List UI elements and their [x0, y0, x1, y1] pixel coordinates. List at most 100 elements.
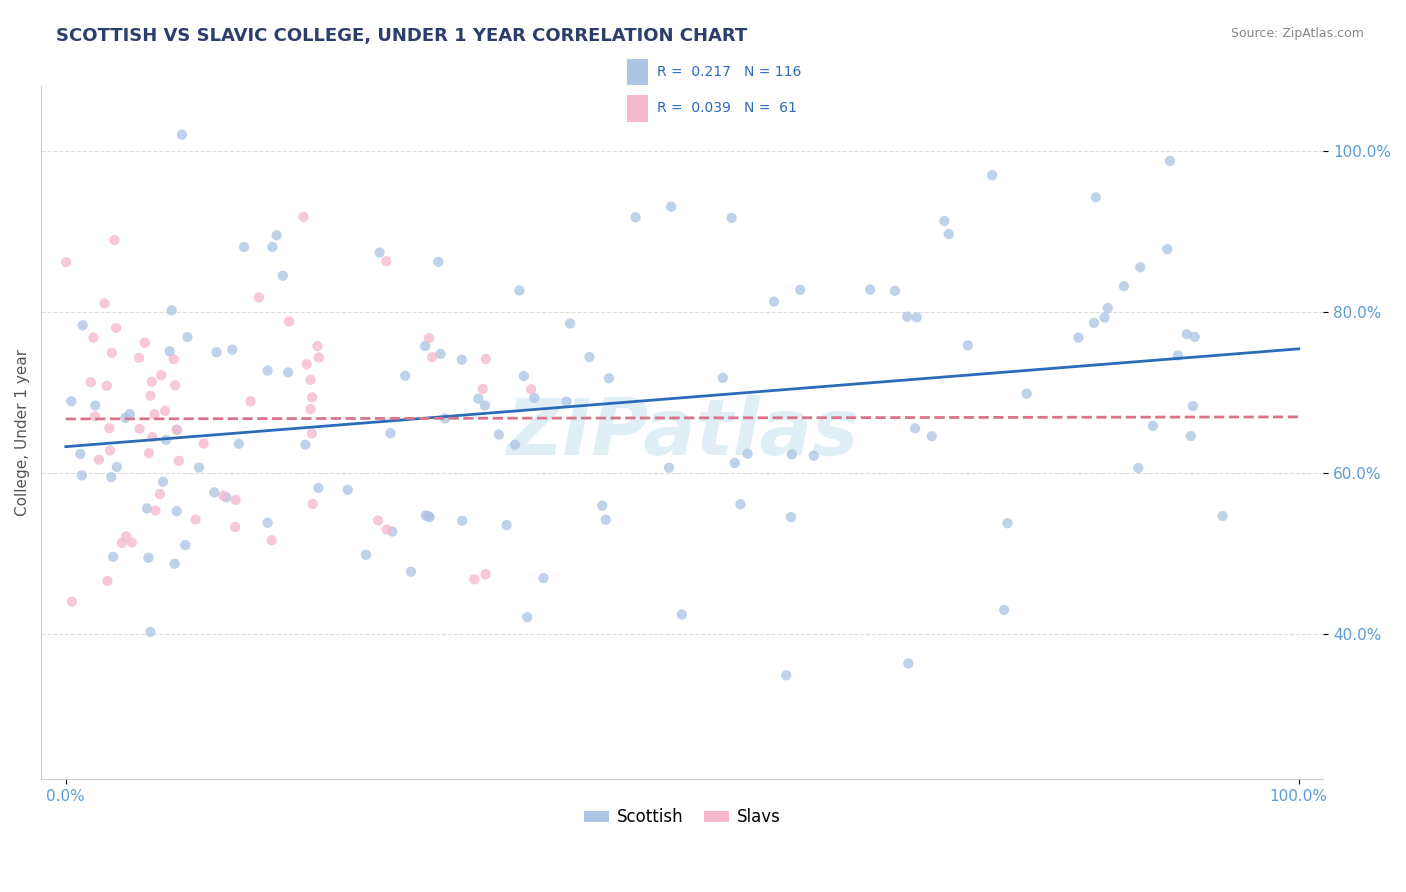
Point [166, 504, 188, 518]
Point [380, 426, 402, 441]
Point [256, 363, 278, 377]
Point [55, 255, 77, 269]
Point [70, 468, 93, 483]
Point [80, 375, 103, 389]
Point [516, 610, 538, 624]
Point [418, 509, 440, 524]
Point [354, 548, 377, 562]
Point [308, 351, 330, 365]
Point [141, 375, 163, 389]
Point [299, 373, 322, 387]
Point [301, 497, 323, 511]
Point [271, 268, 294, 283]
Point [591, 499, 613, 513]
Point [277, 366, 299, 380]
Point [121, 535, 143, 549]
Point [166, 423, 188, 437]
Point [239, 394, 262, 409]
Point [1094, 310, 1116, 325]
Point [224, 520, 246, 534]
Point [1156, 242, 1178, 256]
Point [624, 211, 647, 225]
Point [1212, 509, 1234, 524]
Point [139, 624, 162, 639]
Point [415, 508, 437, 523]
Point [307, 481, 329, 495]
Point [152, 475, 174, 489]
Point [141, 430, 163, 444]
FancyBboxPatch shape [627, 95, 648, 122]
Point [997, 516, 1019, 531]
Point [375, 254, 398, 268]
Point [658, 460, 681, 475]
Point [128, 351, 150, 365]
Point [336, 483, 359, 497]
Point [418, 331, 440, 345]
Legend: Scottish, Slavs: Scottish, Slavs [576, 802, 787, 833]
Point [956, 338, 979, 352]
Point [212, 489, 235, 503]
Point [1015, 386, 1038, 401]
Text: R =  0.217   N = 116: R = 0.217 N = 116 [657, 65, 801, 78]
Point [136, 501, 159, 516]
Point [307, 339, 329, 353]
Point [128, 422, 150, 436]
Point [145, 503, 167, 517]
Point [555, 394, 578, 409]
Point [163, 352, 186, 367]
Point [520, 382, 543, 396]
Point [993, 603, 1015, 617]
Text: Source: ZipAtlas.com: Source: ZipAtlas.com [1230, 27, 1364, 40]
Point [803, 449, 825, 463]
Point [69, 447, 91, 461]
Point [295, 357, 318, 371]
Point [166, 423, 188, 437]
Point [1175, 327, 1198, 342]
Point [1084, 190, 1107, 204]
Point [595, 513, 617, 527]
Point [368, 245, 391, 260]
Point [413, 339, 436, 353]
Point [427, 255, 450, 269]
Point [299, 402, 322, 417]
Point [934, 214, 956, 228]
Point [159, 344, 181, 359]
Point [730, 497, 752, 511]
Point [100, 470, 122, 484]
Point [375, 523, 398, 537]
Point [150, 368, 173, 383]
Point [93, 296, 115, 310]
Text: SCOTTISH VS SLAVIC COLLEGE, UNDER 1 YEAR CORRELATION CHART: SCOTTISH VS SLAVIC COLLEGE, UNDER 1 YEAR… [56, 27, 748, 45]
Point [433, 411, 456, 425]
Point [60, 394, 83, 409]
Point [193, 436, 215, 450]
Point [1142, 418, 1164, 433]
Point [780, 447, 803, 461]
FancyBboxPatch shape [627, 59, 648, 86]
Point [711, 371, 734, 385]
Point [134, 335, 156, 350]
Point [83, 409, 105, 424]
Point [101, 345, 124, 359]
Point [671, 607, 693, 622]
Point [1083, 316, 1105, 330]
Point [72, 318, 94, 333]
Point [262, 240, 284, 254]
Point [105, 459, 128, 474]
Point [1129, 260, 1152, 275]
Point [98, 421, 121, 435]
Point [114, 410, 136, 425]
Point [143, 408, 166, 422]
Point [98, 443, 121, 458]
Point [921, 429, 943, 443]
Point [155, 433, 177, 447]
Point [578, 350, 600, 364]
Point [1128, 461, 1150, 475]
Point [897, 657, 920, 671]
Point [202, 485, 225, 500]
Point [101, 549, 124, 564]
Point [488, 427, 510, 442]
Point [105, 321, 128, 335]
Point [399, 565, 422, 579]
Point [138, 446, 160, 460]
